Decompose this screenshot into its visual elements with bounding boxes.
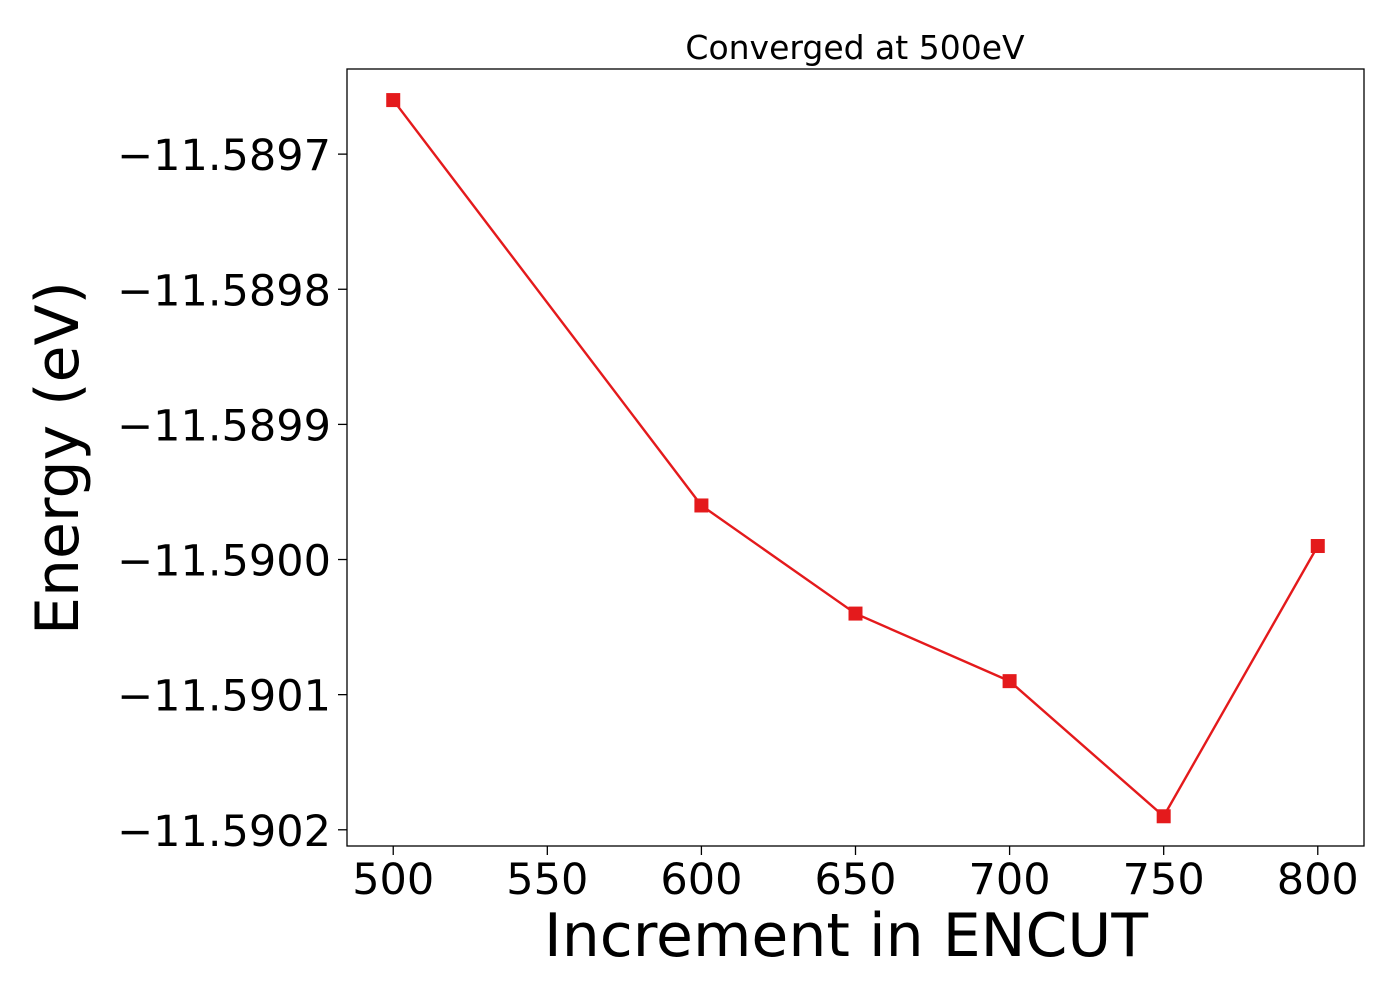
y-tick-label: −11.5899 [117, 401, 331, 451]
data-point-marker [1310, 539, 1325, 554]
data-point-marker [1002, 674, 1017, 689]
y-tick-label: −11.5901 [117, 672, 331, 722]
data-point-marker [386, 93, 401, 108]
x-tick-label: 800 [1277, 855, 1359, 905]
x-tick-label: 750 [1123, 855, 1205, 905]
x-axis-title: Increment in ENCUT [544, 901, 1148, 971]
x-tick-label: 700 [969, 855, 1051, 905]
chart-title: Converged at 500eV [685, 28, 1025, 67]
series-line [392, 99, 1319, 818]
y-tick-label: −11.5898 [117, 266, 331, 316]
y-tick-label: −11.5897 [117, 131, 331, 181]
data-point-marker [848, 606, 863, 621]
plot-area-frame [346, 68, 1365, 847]
x-axis-ticks: 500 550 600 650 700 750 800 [352, 846, 1359, 905]
y-axis-ticks: −11.5897 −11.5898 −11.5899 −11.5900 −11.5901… [117, 131, 347, 857]
series-layer [386, 93, 1325, 824]
y-axis-title: Energy (eV) [23, 281, 93, 635]
data-point-marker [694, 498, 709, 513]
x-tick-label: 550 [506, 855, 588, 905]
data-point-marker [1156, 809, 1171, 824]
y-tick-label: −11.5900 [117, 537, 331, 587]
x-tick-label: 650 [814, 855, 896, 905]
x-tick-label: 600 [660, 855, 742, 905]
y-tick-label: −11.5902 [117, 807, 331, 857]
x-tick-label: 500 [352, 855, 434, 905]
